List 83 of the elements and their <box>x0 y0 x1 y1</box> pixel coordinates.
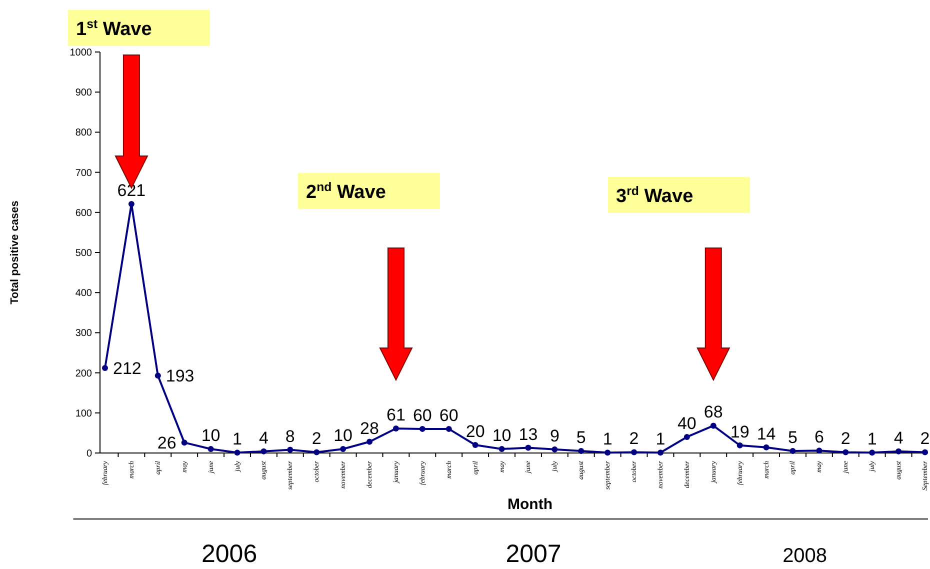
data-label: 1 <box>867 430 877 449</box>
point <box>392 426 399 432</box>
point <box>816 448 822 454</box>
data-label: 1 <box>602 430 612 449</box>
point <box>525 444 532 451</box>
data-label: 40 <box>677 414 696 433</box>
y-tick-label: 200 <box>75 368 92 380</box>
data-label: 4 <box>894 428 904 448</box>
data-label: 28 <box>360 418 379 438</box>
data-label: 1 <box>656 430 666 449</box>
text: 2008 <box>782 545 828 567</box>
data-label: 61 <box>386 406 406 425</box>
point <box>366 438 373 445</box>
point <box>287 446 294 453</box>
point <box>552 446 558 452</box>
y-axis-title: Total positive cases <box>9 200 21 304</box>
text: 2006 <box>202 540 258 568</box>
annotation: 3$^{rd}$ Wave <box>616 184 694 207</box>
point <box>763 444 770 450</box>
point <box>181 440 188 446</box>
data-label: 2 <box>840 429 850 448</box>
y-tick-label: 700 <box>75 168 92 179</box>
point <box>922 449 928 456</box>
point <box>684 434 690 440</box>
point <box>710 422 716 429</box>
point <box>314 449 320 456</box>
point <box>102 364 108 371</box>
text: 2007 <box>506 540 562 568</box>
y-tick-label: 800 <box>75 128 92 139</box>
y-tick-label: 1000 <box>70 48 92 58</box>
y-tick-label: 900 <box>75 88 92 99</box>
data-label: 212 <box>113 358 142 378</box>
y-tick-label: 300 <box>75 328 92 340</box>
data-label: 1 <box>232 430 242 449</box>
data-label: 60 <box>439 406 458 425</box>
point <box>896 448 902 454</box>
data-label: 10 <box>201 426 220 445</box>
data-label: 19 <box>730 422 750 442</box>
point <box>472 442 478 448</box>
data-label: 2 <box>629 429 639 448</box>
point <box>498 446 505 452</box>
y-tick-label: 400 <box>75 288 92 300</box>
y-tick-label: 500 <box>75 248 92 259</box>
point <box>578 448 584 454</box>
data-label: 621 <box>117 180 146 200</box>
data-label: 6 <box>814 428 824 447</box>
data-label: 2 <box>312 429 322 448</box>
data-label: 68 <box>704 402 723 422</box>
annotation: 2$^{nd}$ Wave <box>306 180 386 203</box>
data-label: 20 <box>466 422 485 441</box>
point <box>260 448 267 454</box>
data-label: 26 <box>157 434 176 453</box>
y-tick-label: 0 <box>86 448 92 460</box>
point <box>340 446 346 452</box>
data-label: 60 <box>412 406 432 425</box>
data-label: 4 <box>258 428 268 448</box>
point <box>446 426 452 432</box>
point <box>208 446 214 452</box>
data-label: 8 <box>285 426 295 446</box>
point <box>234 450 240 456</box>
data-label: 10 <box>492 426 512 445</box>
point <box>419 426 426 432</box>
data-label: 5 <box>788 428 798 447</box>
data-label: 2 <box>920 429 930 448</box>
text: 1$^{st}$ Wave <box>76 17 152 40</box>
x-axis-title: Month <box>508 496 552 513</box>
data-label: 5 <box>576 428 586 447</box>
data-label: 13 <box>518 424 538 444</box>
data-label: 10 <box>334 426 353 445</box>
point <box>631 449 638 456</box>
data-label: 193 <box>166 366 194 386</box>
point <box>128 200 134 207</box>
data-label: 9 <box>550 426 560 446</box>
point <box>657 450 664 456</box>
point <box>790 448 796 454</box>
data-label: 14 <box>756 424 776 444</box>
point <box>154 372 161 379</box>
point <box>736 442 743 448</box>
point <box>869 450 876 456</box>
y-tick-label: 100 <box>75 408 92 420</box>
y-tick-label: 600 <box>75 208 92 219</box>
point <box>604 450 611 456</box>
point <box>842 449 849 456</box>
